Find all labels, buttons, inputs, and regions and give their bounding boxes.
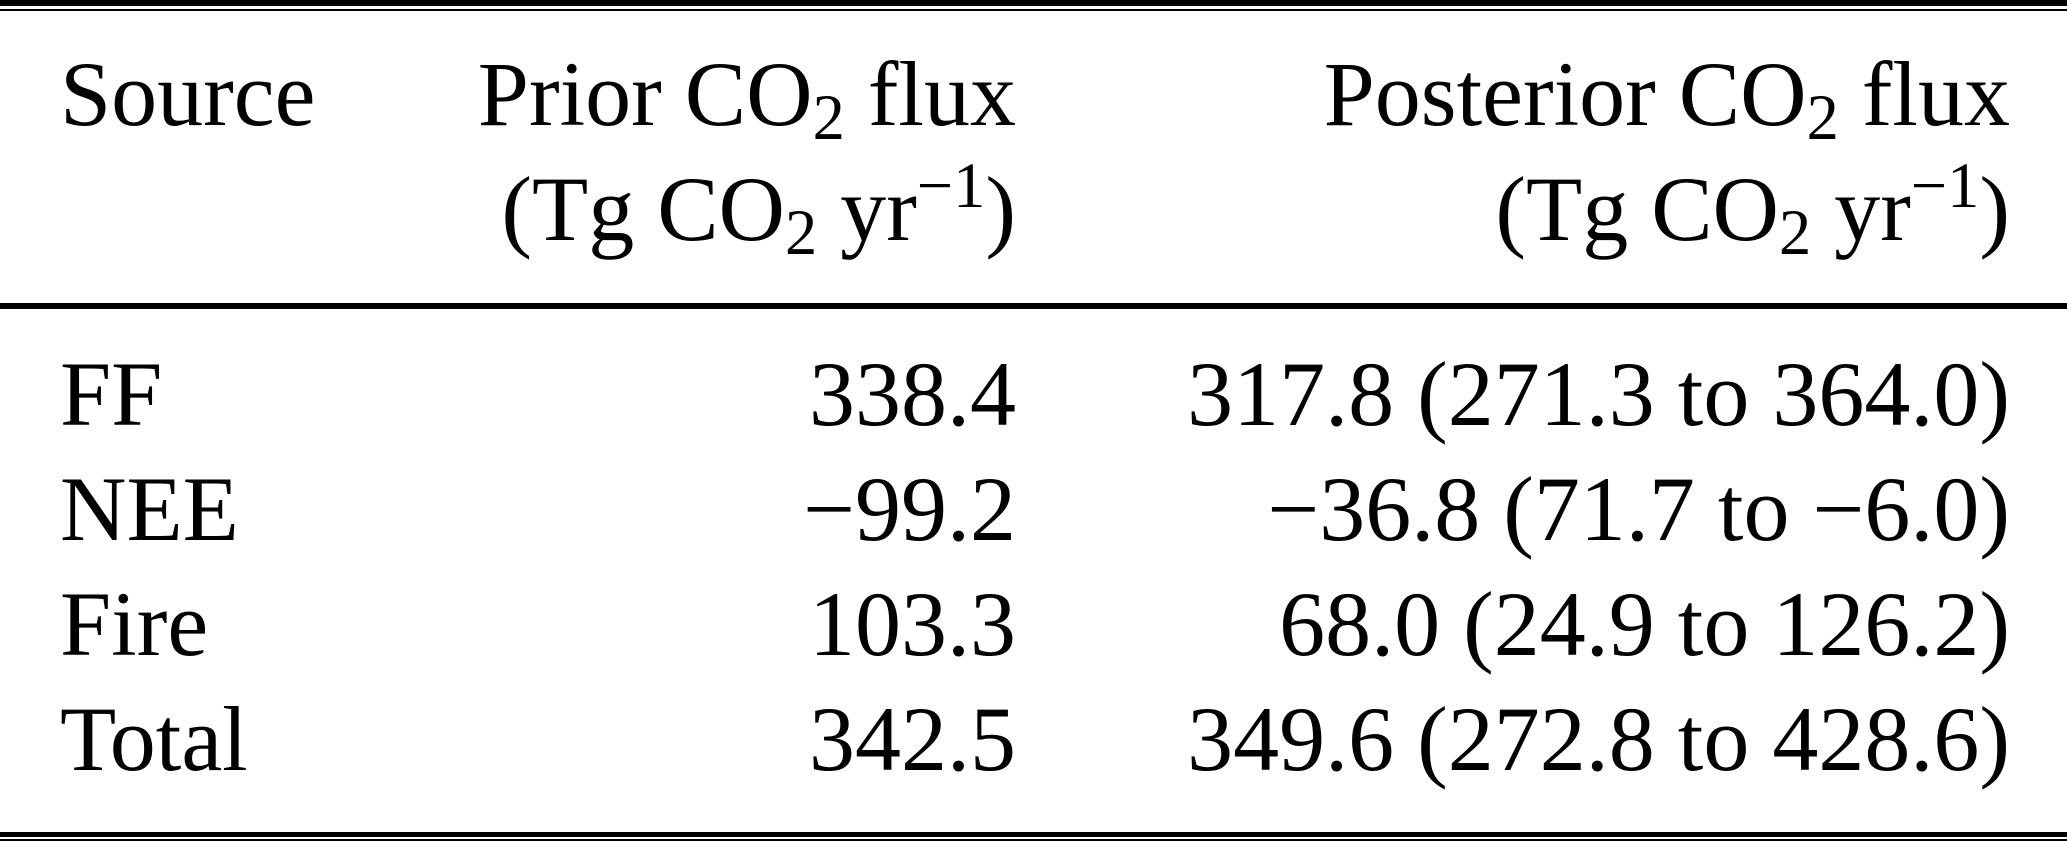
header-posterior-line1: Posterior CO2 flux (1016, 37, 2010, 152)
unit-superscript: −1 (1910, 149, 1980, 221)
header-posterior-text-2: flux (1838, 43, 2010, 145)
unit-subscript: 2 (1779, 197, 1812, 269)
table-bottom-rule-thin (0, 839, 2067, 841)
cell-source: Fire (60, 573, 209, 675)
header-posterior-subscript: 2 (1806, 82, 1839, 154)
header-posterior-text: Posterior CO (1323, 43, 1807, 145)
column-header-prior-flux: Prior CO2 flux (Tg CO2 yr−1) (440, 11, 1016, 309)
cell-prior-flux: 103.3 (809, 573, 1016, 675)
unit-text-3: ) (1979, 158, 2010, 260)
unit-text-2: yr (817, 158, 917, 260)
cell-posterior-flux: 68.0 (24.9 to 126.2) (1279, 573, 2010, 675)
header-prior-line1: Prior CO2 flux (440, 37, 1016, 152)
table-top-rule-thick (0, 0, 2067, 6)
unit-superscript: −1 (916, 149, 986, 221)
table-body: FF 338.4 317.8 (271.3 to 364.0) NEE −99.… (0, 306, 2067, 832)
table-header: Source Prior CO2 flux (Tg CO2 yr−1) Post… (0, 11, 2067, 309)
cell-source: NEE (60, 458, 239, 560)
cell-source: FF (60, 343, 163, 445)
co2-flux-table: Source Prior CO2 flux (Tg CO2 yr−1) Post… (0, 11, 2067, 832)
unit-text-2: yr (1811, 158, 1911, 260)
header-posterior-unit-line: (Tg CO2 yr−1) (1016, 152, 2010, 267)
table-row-fire: Fire 103.3 68.0 (24.9 to 126.2) (0, 567, 2067, 682)
table-row-ff: FF 338.4 317.8 (271.3 to 364.0) (0, 306, 2067, 452)
cell-posterior-flux: 317.8 (271.3 to 364.0) (1187, 343, 2010, 445)
cell-prior-flux: 338.4 (809, 343, 1016, 445)
cell-posterior-flux: 349.6 (272.8 to 428.6) (1187, 688, 2010, 790)
table-top-rule-thin (0, 9, 2067, 11)
column-header-posterior-flux: Posterior CO2 flux (Tg CO2 yr−1) (1016, 11, 2067, 309)
cell-posterior-flux: −36.8 (71.7 to −6.0) (1267, 458, 2010, 560)
table-bottom-rule-thick (0, 832, 2067, 837)
header-source-label: Source (60, 43, 316, 145)
column-header-source: Source (0, 11, 440, 309)
unit-text-3: ) (985, 158, 1016, 260)
table-row-total: Total 342.5 349.6 (272.8 to 428.6) (0, 682, 2067, 832)
cell-source: Total (60, 688, 248, 790)
unit-text: (Tg CO (501, 158, 785, 260)
header-prior-text-2: flux (844, 43, 1016, 145)
unit-text: (Tg CO (1495, 158, 1779, 260)
unit-subscript: 2 (785, 197, 818, 269)
header-prior-subscript: 2 (812, 82, 845, 154)
header-prior-unit-line: (Tg CO2 yr−1) (440, 152, 1016, 267)
header-prior-text: Prior CO (477, 43, 813, 145)
cell-prior-flux: −99.2 (803, 458, 1016, 560)
table-row-nee: NEE −99.2 −36.8 (71.7 to −6.0) (0, 452, 2067, 567)
cell-prior-flux: 342.5 (809, 688, 1016, 790)
header-row: Source Prior CO2 flux (Tg CO2 yr−1) Post… (0, 11, 2067, 309)
